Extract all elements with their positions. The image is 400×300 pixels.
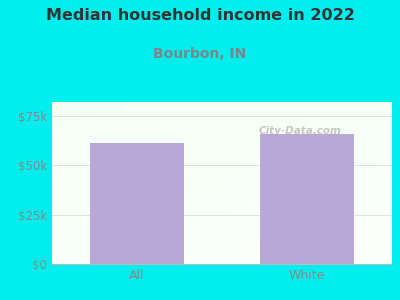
Text: Median household income in 2022: Median household income in 2022 — [46, 8, 354, 22]
Text: Bourbon, IN: Bourbon, IN — [153, 46, 247, 61]
Bar — [90, 143, 184, 264]
Text: City-Data.com: City-Data.com — [259, 126, 342, 136]
Bar — [260, 134, 354, 264]
